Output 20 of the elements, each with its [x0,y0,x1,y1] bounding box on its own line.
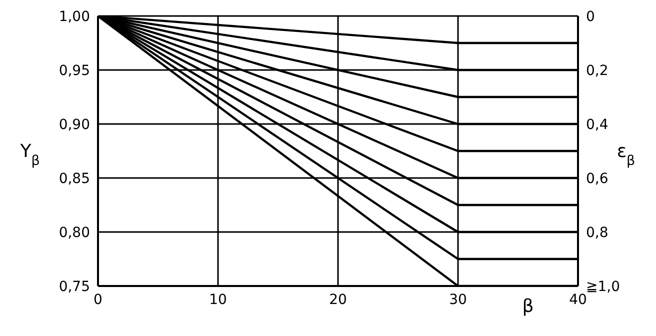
y2-tick-label: ≧1,0 [586,278,620,295]
x-tick-label: 40 [569,292,587,308]
y2-tick-label: 0 [586,8,595,25]
y2-axis-title: ε$_{β}$ [616,141,636,169]
y2-tick-label: 0,2 [586,62,608,79]
y2-tick-label: 0,6 [586,170,608,187]
y-tick-label: 0,85 [58,170,90,187]
y2-tick-label: 0,4 [586,116,608,133]
x-axis-title: β [522,296,534,317]
y-tick-label: 0,95 [58,62,90,79]
y-axis-title: Y$_{β}$ [19,141,40,169]
x-tick-label: 10 [209,292,227,308]
y-tick-label: 1,00 [58,8,90,25]
y-tick-label: 0,90 [58,116,90,133]
y-tick-label: 0,80 [58,224,90,241]
y2-tick-label: 0,8 [586,224,608,241]
x-tick-label: 20 [329,292,347,308]
y-tick-label: 0,75 [58,278,90,295]
x-tick-label: 30 [449,292,467,308]
x-tick-label: 0 [94,292,102,308]
